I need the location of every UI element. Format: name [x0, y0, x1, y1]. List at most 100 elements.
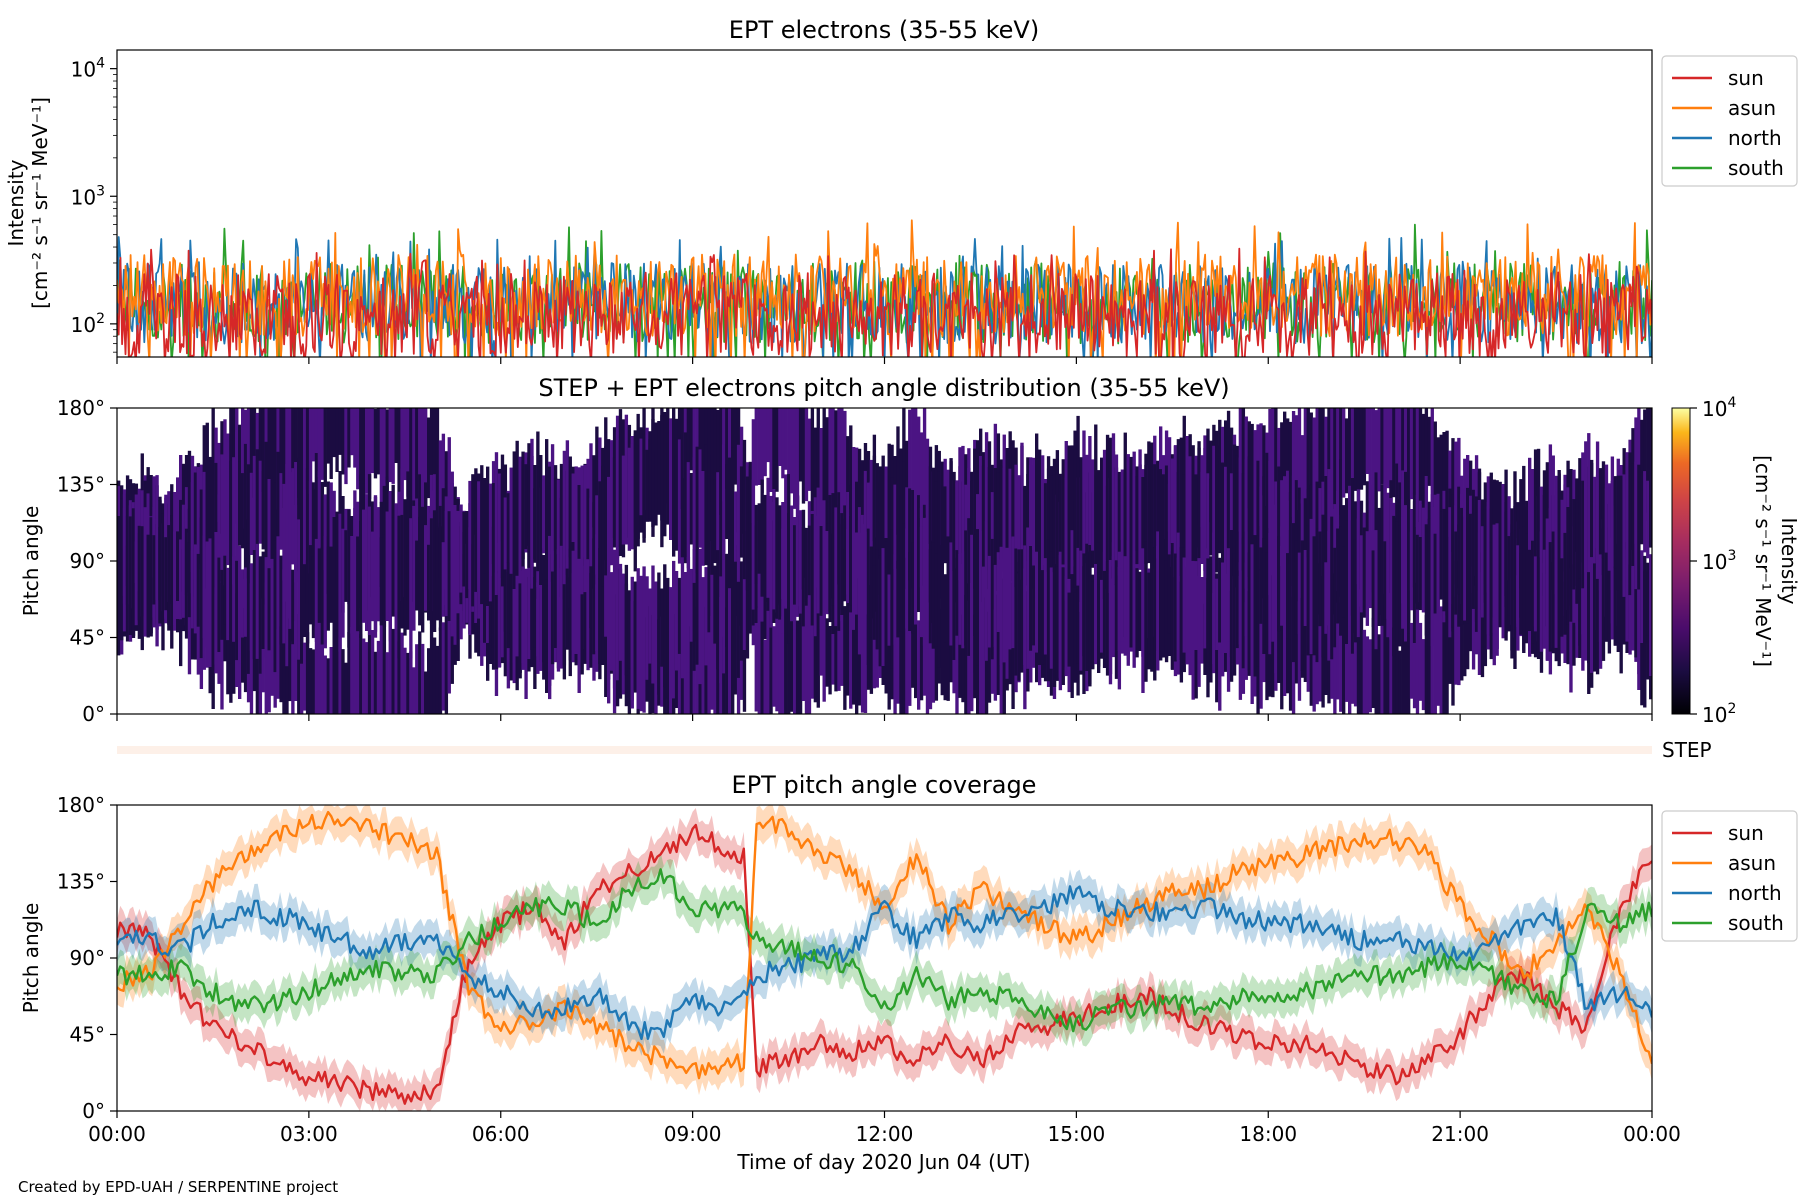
pad-cell	[164, 537, 168, 611]
pad-cell	[1232, 553, 1237, 676]
coverage-band-south	[117, 852, 1652, 1049]
pad-cell	[961, 614, 965, 703]
pad-cell	[828, 408, 832, 544]
pad-cell	[305, 560, 310, 644]
pad-cell	[763, 494, 767, 603]
log-tick-label: 104	[1702, 395, 1736, 421]
pad-cell	[1336, 528, 1340, 624]
pad-cell	[503, 557, 508, 632]
pad-cell	[235, 560, 239, 661]
pad-cell	[680, 546, 685, 679]
pad-cell	[1587, 433, 1591, 573]
pad-cell	[766, 601, 770, 714]
pad-cell	[1415, 603, 1420, 714]
pad-cell	[444, 496, 449, 617]
pad-cell	[819, 606, 823, 676]
pad-cell	[1466, 514, 1470, 607]
pad-cell	[311, 556, 316, 639]
pad-cell	[1120, 469, 1125, 540]
pad-cell	[1038, 449, 1042, 583]
pad-cell	[931, 467, 936, 572]
pad-cell	[1430, 408, 1434, 516]
pad-cell	[949, 542, 953, 646]
pad-cell	[1170, 458, 1175, 567]
pad-cell	[589, 554, 593, 629]
pad-cell	[217, 442, 221, 522]
pad-cell	[447, 437, 451, 567]
pad-cell	[317, 408, 322, 477]
pad-cell	[674, 418, 679, 491]
pad-cell	[1265, 552, 1269, 645]
pad-cell	[731, 608, 735, 714]
pad-cell	[1356, 604, 1361, 714]
pad-cell	[1542, 549, 1547, 649]
pad-cell	[285, 463, 289, 575]
pad-cell	[1339, 622, 1343, 712]
y-tick-label: 0°	[82, 1099, 105, 1123]
pad-cell	[1359, 606, 1364, 714]
pad-cell	[734, 491, 738, 562]
pad-cell	[654, 622, 658, 714]
pad-cell	[917, 416, 921, 503]
pad-cell	[1498, 545, 1502, 628]
pad-cell	[356, 624, 360, 714]
pad-cell	[1572, 499, 1576, 590]
pad-cell	[1646, 610, 1650, 680]
pad-cell	[757, 408, 761, 485]
pad-cell	[1409, 408, 1414, 500]
pad-cell	[391, 517, 395, 617]
pad-cell	[1250, 464, 1254, 576]
pad-cell	[734, 408, 738, 485]
pad-cell	[846, 529, 850, 603]
pad-cell	[981, 601, 986, 714]
pad-cell	[914, 622, 918, 699]
pad-cell	[857, 448, 862, 524]
pad-cell	[1120, 571, 1125, 642]
pad-cell	[781, 616, 785, 714]
pad-cell	[332, 618, 336, 714]
pad-cell	[1283, 411, 1287, 528]
pad-cell	[1288, 571, 1293, 711]
pad-cell	[1094, 567, 1098, 665]
pad-cell	[341, 649, 345, 714]
pad-cell	[793, 595, 797, 714]
pad-cell	[536, 431, 540, 572]
pad-cell	[899, 555, 903, 632]
pad-cell	[592, 502, 596, 573]
pad-cell	[1153, 547, 1157, 681]
step-label: STEP	[1662, 738, 1712, 762]
pad-cell	[556, 549, 561, 672]
pad-cell	[1256, 535, 1260, 667]
pad-cell	[1309, 518, 1313, 655]
pad-cell	[1188, 456, 1192, 548]
pad-cell	[447, 573, 451, 694]
pad-cell	[1064, 576, 1068, 677]
pad-cell	[397, 408, 401, 515]
pad-cell	[550, 444, 555, 572]
pad-cell	[1398, 408, 1402, 499]
pad-cell	[415, 540, 419, 611]
pad-cell	[642, 566, 646, 687]
pad-cell	[1365, 531, 1370, 626]
pad-cell	[813, 580, 818, 703]
pad-cell	[447, 511, 451, 621]
pad-cell	[1350, 408, 1355, 487]
pad-cell	[308, 545, 313, 625]
pad-cell	[347, 632, 351, 714]
pad-cell	[261, 408, 265, 493]
pad-cell	[1483, 558, 1488, 667]
pad-cell	[1167, 554, 1172, 634]
pad-cell	[725, 553, 729, 647]
pad-cell	[863, 470, 868, 579]
pad-cell	[716, 472, 720, 551]
pad-cell	[881, 455, 885, 585]
pad-cell	[1389, 408, 1393, 506]
pad-cell	[173, 531, 177, 631]
pad-cell	[1427, 416, 1432, 486]
pad-cell	[1020, 442, 1024, 580]
pad-cell	[353, 617, 357, 714]
pad-cell	[335, 408, 339, 472]
pad-cell	[323, 494, 327, 571]
pad-cell	[946, 536, 950, 650]
pad-cell	[669, 587, 673, 687]
